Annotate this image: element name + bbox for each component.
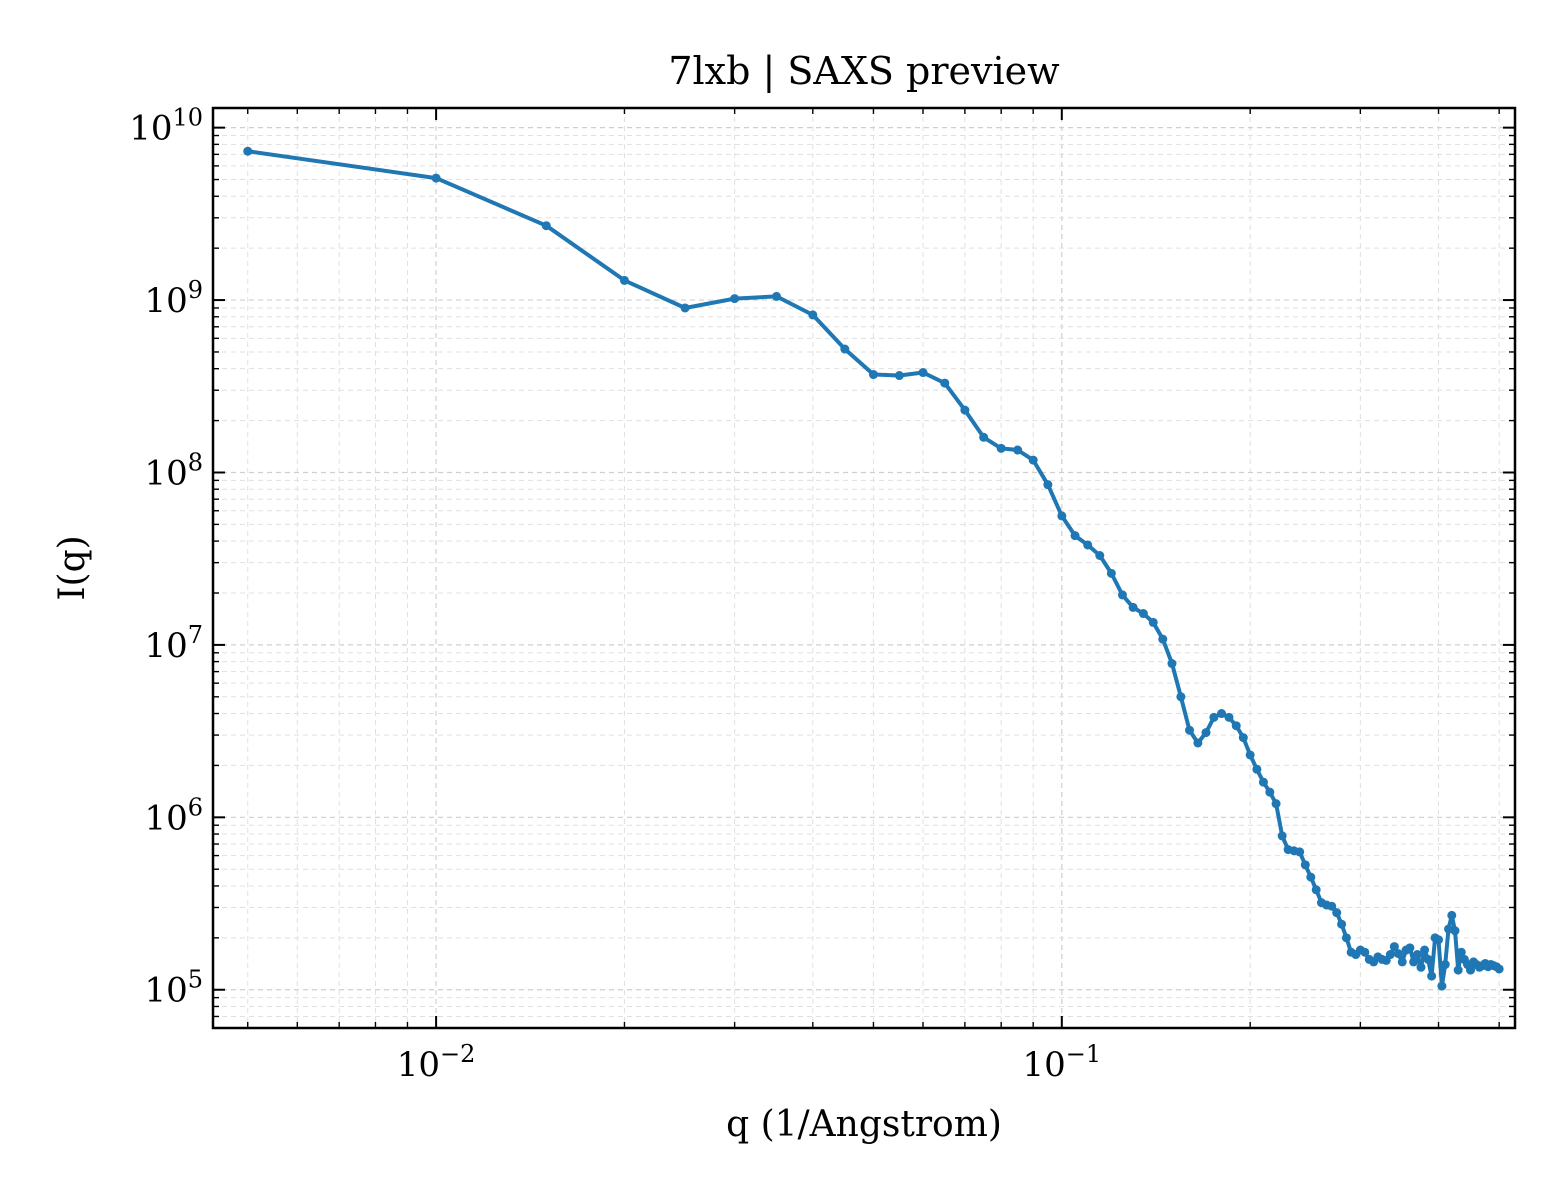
data-point [1148, 617, 1158, 627]
y-tick-label: 105 [144, 966, 203, 1011]
data-point [940, 378, 950, 388]
data-point [1405, 943, 1415, 953]
data-point [1360, 947, 1370, 957]
data-point [918, 368, 928, 378]
data-point [1258, 777, 1268, 787]
data-point [1083, 540, 1093, 550]
data-point [1427, 971, 1437, 981]
data-point [1277, 831, 1287, 841]
data-point [1306, 872, 1316, 882]
data-point [1167, 659, 1177, 669]
data-point [1057, 511, 1067, 521]
data-point [1437, 981, 1447, 991]
data-point [1423, 954, 1433, 964]
data-point [772, 291, 782, 301]
data-point [1311, 885, 1321, 895]
data-point [1028, 455, 1038, 465]
x-tick-label: 10−2 [397, 1040, 476, 1085]
data-point [1252, 764, 1262, 774]
data-point [1409, 957, 1419, 967]
data-point [1231, 721, 1241, 731]
data-point [1453, 965, 1463, 975]
data-point [431, 173, 441, 183]
data-point [1295, 847, 1305, 857]
data-point [1224, 712, 1234, 722]
data-point [243, 146, 253, 156]
data-point [1494, 964, 1504, 974]
data-point [1185, 725, 1195, 735]
data-point [1265, 787, 1275, 797]
data-point [730, 294, 740, 304]
data-point [1245, 750, 1255, 760]
data-point [1385, 950, 1395, 960]
data-point [1332, 908, 1342, 918]
series [243, 146, 1504, 991]
y-axis-label: I(q) [52, 535, 93, 600]
x-axis-label: q (1/Angstrom) [726, 1104, 1002, 1145]
data-point [1397, 957, 1407, 967]
chart-title: 7lxb | SAXS preview [668, 49, 1060, 93]
data-point [1456, 947, 1466, 957]
y-tick-label: 107 [144, 621, 203, 666]
data-point [1450, 926, 1460, 936]
y-tick-label: 108 [144, 448, 203, 493]
data-point [1416, 962, 1426, 972]
data-point [1337, 919, 1347, 929]
data-point [1201, 728, 1211, 738]
data-point [1209, 712, 1219, 722]
series-line [245, 149, 1502, 989]
data-point [1193, 738, 1203, 748]
data-point [1013, 445, 1023, 455]
y-tick-label: 106 [144, 793, 203, 838]
data-point [1327, 901, 1337, 911]
data-point [1341, 933, 1351, 943]
data-point [979, 432, 989, 442]
data-point [1106, 568, 1116, 578]
data-point [868, 370, 878, 380]
data-point [1158, 634, 1168, 644]
data-point [1271, 799, 1281, 809]
data-point [960, 405, 970, 415]
plot-frame [211, 106, 1517, 1030]
data-point [1138, 609, 1148, 619]
x-tick-label: 10−1 [1022, 1040, 1101, 1085]
data-point [1176, 692, 1186, 702]
data-point [1043, 480, 1053, 490]
data-point [1128, 602, 1138, 612]
data-point [1440, 960, 1450, 970]
data-point [1389, 942, 1399, 952]
data-point [1466, 965, 1476, 975]
data-point [1300, 860, 1310, 870]
data-point [808, 310, 818, 320]
data-point [1117, 590, 1127, 600]
data-point [1447, 910, 1457, 920]
data-point [1070, 531, 1080, 541]
tick-labels: 10−2 10−1 105 106 107 108 109 1010 [129, 104, 1101, 1085]
y-tick-label: 109 [144, 276, 203, 321]
data-point [541, 221, 551, 231]
data-point [619, 275, 629, 285]
data-point [1420, 945, 1430, 955]
data-point [840, 344, 850, 354]
y-tick-label: 1010 [129, 104, 203, 149]
data-point [996, 443, 1006, 453]
data-point [1095, 551, 1105, 561]
data-point [1412, 950, 1422, 960]
data-point [1238, 733, 1248, 743]
data-point [680, 303, 690, 313]
data-point [1217, 709, 1227, 719]
data-point [1393, 949, 1403, 959]
data-point [894, 371, 904, 381]
data-point [1434, 935, 1444, 945]
